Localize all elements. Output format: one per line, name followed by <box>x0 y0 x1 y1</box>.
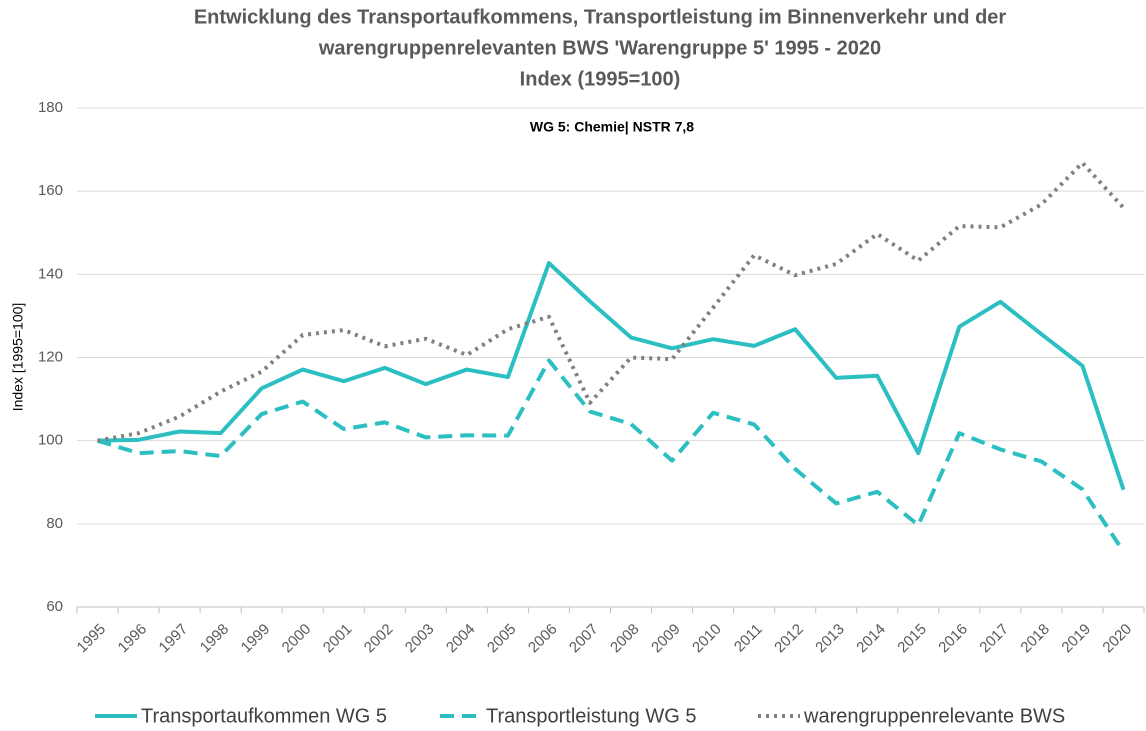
x-tick-label: 2018 <box>1017 621 1053 657</box>
x-tick-label: 2002 <box>361 621 397 657</box>
x-tick-label: 2009 <box>648 621 684 657</box>
x-tick-label: 1999 <box>238 621 274 657</box>
chart-title: warengruppenrelevanten BWS 'Warengruppe … <box>318 37 881 59</box>
x-tick-label: 2007 <box>566 621 602 657</box>
x-tick-label: 2012 <box>771 621 807 657</box>
x-tick-label: 1996 <box>115 621 151 657</box>
y-tick-label: 100 <box>38 432 63 449</box>
x-tick-label: 2015 <box>894 621 930 657</box>
x-tick-label: 2003 <box>402 621 438 657</box>
x-tick-label: 2001 <box>320 621 356 657</box>
legend-label: warengruppenrelevante BWS <box>803 705 1065 727</box>
x-tick-label: 2020 <box>1099 621 1135 657</box>
chart-title: Entwicklung des Transportaufkommens, Tra… <box>194 6 1007 28</box>
y-tick-label: 80 <box>46 515 63 532</box>
y-tick-label: 120 <box>38 348 63 365</box>
chart-subtitle: WG 5: Chemie| NSTR 7,8 <box>530 119 694 135</box>
x-tick-label: 2011 <box>731 621 766 656</box>
x-tick-label: 1997 <box>156 621 192 657</box>
y-tick-label: 60 <box>46 598 63 615</box>
x-tick-label: 2006 <box>525 621 561 657</box>
legend-label: Transportleistung WG 5 <box>486 705 696 727</box>
y-axis-label: Index [1995=100] <box>10 303 26 412</box>
x-tick-label: 2019 <box>1058 621 1094 657</box>
legend-label: Transportaufkommen WG 5 <box>141 705 387 727</box>
x-tick-label: 2010 <box>689 621 725 657</box>
x-tick-label: 1998 <box>197 621 233 657</box>
x-tick-label: 2005 <box>484 621 520 657</box>
x-tick-label: 2013 <box>812 621 848 657</box>
chart-title: Index (1995=100) <box>520 68 681 90</box>
x-tick-label: 2008 <box>607 621 643 657</box>
y-tick-label: 180 <box>38 99 63 116</box>
series-line <box>97 261 1126 491</box>
y-tick-label: 160 <box>38 182 63 199</box>
y-tick-label: 140 <box>38 265 63 282</box>
x-tick-label: 1995 <box>74 621 110 657</box>
x-tick-label: 2000 <box>279 621 315 657</box>
x-tick-label: 2004 <box>443 621 479 657</box>
x-tick-label: 2014 <box>853 621 889 657</box>
x-tick-label: 2016 <box>935 621 971 657</box>
x-tick-label: 2017 <box>976 621 1012 657</box>
series-line <box>96 358 1126 553</box>
